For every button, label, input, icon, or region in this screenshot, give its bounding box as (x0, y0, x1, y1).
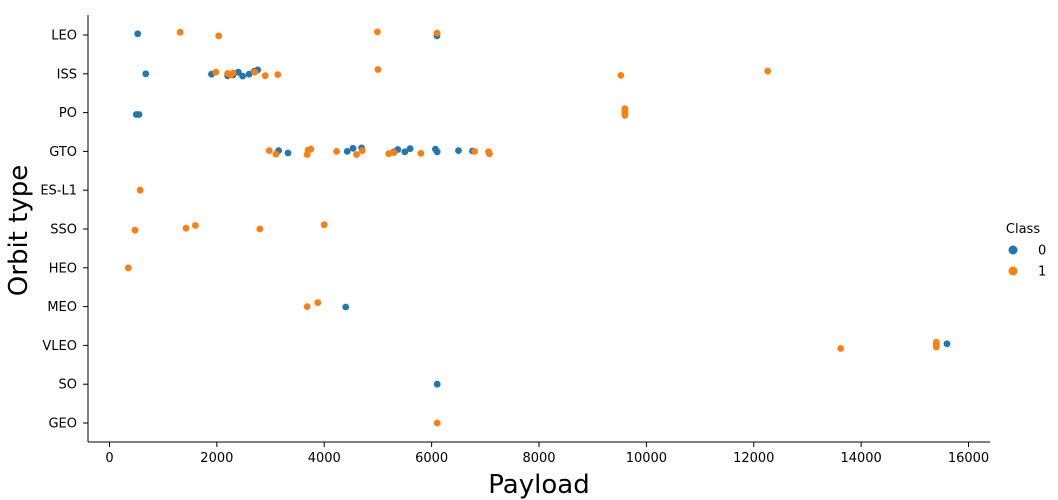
y-axis-title: Orbit type (4, 165, 34, 296)
y-tick-label-es-l1: ES-L1 (40, 184, 77, 199)
x-axis-title: Payload (488, 470, 589, 500)
legend: Class 0 1 (1006, 222, 1046, 280)
point-class-1 (215, 32, 223, 40)
point-class-1 (433, 29, 441, 37)
point-class-0 (342, 303, 350, 311)
x-tick-label: 10000 (626, 451, 667, 466)
y-tick-label-leo: LEO (51, 29, 77, 44)
y-tick-label-sso: SSO (50, 223, 77, 238)
point-class-0 (135, 111, 143, 118)
point-class-0 (239, 72, 247, 80)
x-tick-label: 0 (105, 451, 113, 466)
point-class-1 (764, 67, 772, 75)
x-tick-label: 2000 (200, 451, 233, 466)
point-class-1 (390, 149, 398, 157)
point-class-1 (621, 111, 629, 119)
point-class-1 (136, 186, 144, 194)
point-class-1 (358, 147, 366, 155)
y-tick-label-so: SO (59, 378, 77, 393)
point-class-0 (455, 147, 462, 155)
point-class-1 (256, 225, 264, 233)
point-class-1 (353, 151, 360, 158)
point-class-1 (176, 28, 184, 36)
point-class-0 (401, 148, 409, 156)
x-tick-label: 16000 (948, 451, 989, 466)
point-class-0 (134, 30, 142, 38)
point-class-0 (234, 68, 242, 76)
data-points (124, 28, 951, 427)
point-class-1 (314, 299, 322, 307)
point-class-1 (229, 69, 237, 77)
legend-label-1: 1 (1038, 265, 1046, 280)
point-class-1 (192, 222, 199, 229)
x-tick-label: 6000 (415, 451, 448, 466)
y-tick-label-gto: GTO (49, 145, 77, 160)
y-tick-label-geo: GEO (48, 417, 77, 432)
point-class-0 (349, 144, 357, 152)
point-class-1 (182, 224, 190, 232)
point-class-1 (617, 72, 625, 79)
point-class-1 (261, 72, 269, 80)
y-tick-label-heo: HEO (49, 261, 77, 276)
point-class-1 (471, 148, 478, 155)
point-class-0 (433, 380, 441, 388)
point-class-0 (433, 148, 441, 156)
y-tick-label-meo: MEO (47, 300, 77, 315)
x-tick-label: 8000 (522, 451, 555, 466)
point-class-0 (284, 149, 292, 157)
point-class-0 (406, 145, 414, 153)
point-class-0 (343, 148, 351, 155)
point-class-1 (333, 148, 340, 155)
point-class-0 (943, 340, 951, 348)
point-class-1 (320, 221, 328, 229)
axis-ticks: 0 2000 4000 6000 8000 10000 12000 14000 16000 LEO… (40, 29, 989, 467)
plot-axes (87, 15, 990, 443)
point-class-1 (274, 71, 282, 78)
point-class-1 (303, 303, 311, 310)
point-class-1 (131, 226, 139, 234)
point-class-1 (124, 264, 132, 272)
point-class-1 (374, 66, 382, 73)
point-class-1 (433, 419, 441, 427)
y-tick-label-iss: ISS (57, 67, 77, 82)
legend-title: Class (1006, 222, 1040, 237)
point-class-1 (212, 68, 220, 76)
point-class-0 (142, 70, 150, 78)
legend-label-0: 0 (1038, 244, 1046, 259)
y-tick-label-po: PO (59, 106, 77, 121)
x-tick-label: 4000 (308, 451, 341, 466)
point-class-1 (307, 145, 315, 153)
y-tick-label-vleo: VLEO (42, 339, 77, 354)
point-class-0 (245, 70, 253, 78)
point-class-1 (374, 28, 381, 36)
point-class-1 (486, 150, 493, 158)
point-class-1 (932, 343, 940, 351)
point-class-1 (837, 345, 845, 352)
x-tick-label: 12000 (733, 451, 774, 466)
point-class-1 (417, 149, 425, 157)
x-tick-label: 14000 (840, 451, 881, 466)
point-class-1 (272, 150, 280, 158)
point-class-1 (385, 150, 393, 158)
legend-marker-1 (1008, 266, 1018, 276)
point-class-1 (265, 147, 273, 155)
legend-marker-0 (1008, 245, 1018, 255)
point-class-1 (251, 68, 259, 76)
